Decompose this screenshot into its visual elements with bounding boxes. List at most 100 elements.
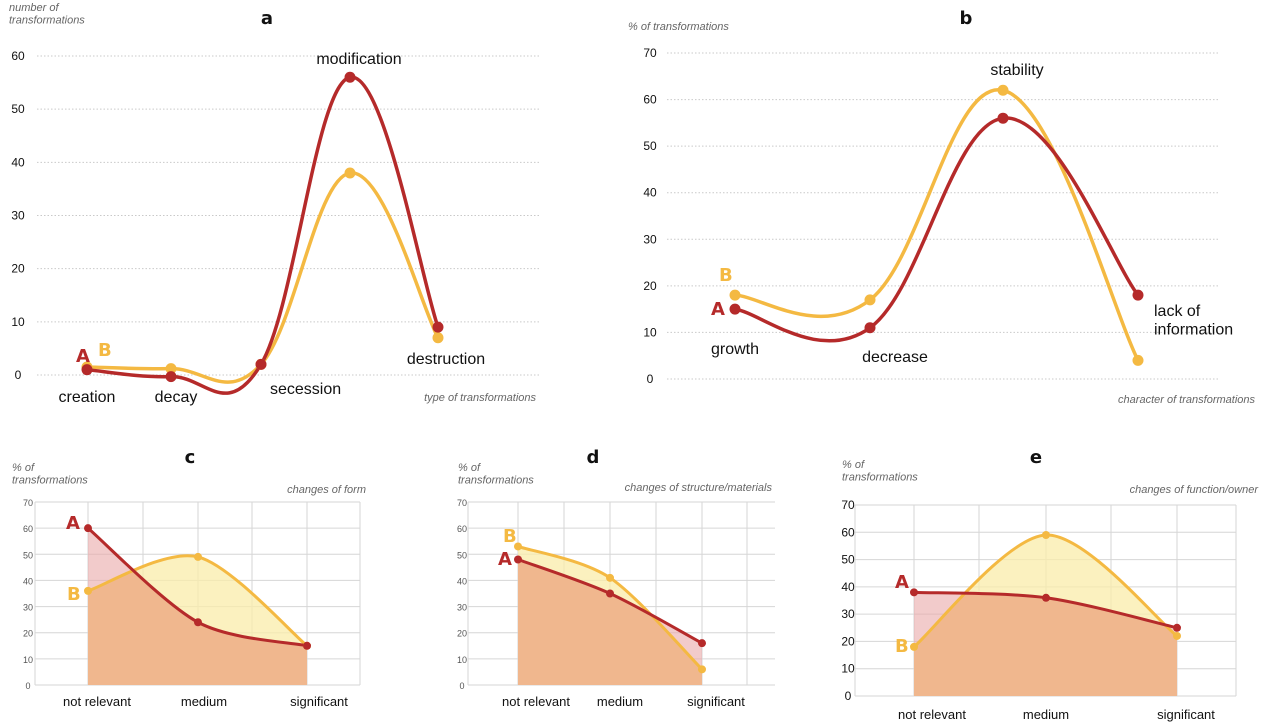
y-axis-label: % of transformations <box>628 21 729 33</box>
y-tick-label: 60 <box>643 93 657 107</box>
y-tick-label: 70 <box>23 498 33 508</box>
series-A-point <box>84 524 92 533</box>
y-tick-label: 60 <box>11 49 25 63</box>
y-tick-label: 40 <box>11 155 25 169</box>
series-B-point <box>910 642 918 651</box>
series-A-point <box>864 322 876 334</box>
overlap-area <box>914 592 1177 696</box>
y-tick-label: 70 <box>841 498 855 512</box>
x-axis-label: changes of structure/materials <box>625 482 773 494</box>
overlap-area <box>518 559 702 685</box>
y-axis-label: % of transformations <box>12 462 88 487</box>
chart-a: 0 10 20 30 40 50 60 a number of transformations ty… <box>9 2 540 406</box>
category-label: medium <box>181 694 227 709</box>
category-label: stability <box>990 62 1043 79</box>
series-A-point <box>1132 289 1144 301</box>
y-axis-label-line: number of <box>9 2 59 14</box>
y-axis-label-line: transformations <box>12 475 88 487</box>
chart-d: 0 10 20 30 40 50 60 70 d % of transformations chang… <box>457 447 775 709</box>
series-B-point <box>84 586 92 595</box>
series-A-line <box>86 75 440 395</box>
category-label: creation <box>59 389 116 406</box>
chart-title: b <box>960 8 973 29</box>
series-A-point <box>432 321 444 333</box>
series-A-label: A <box>498 549 512 570</box>
series-A-point <box>303 641 311 650</box>
series-A-line <box>734 116 1140 343</box>
y-tick-label: 20 <box>23 629 33 639</box>
y-tick-label: 0 <box>647 372 654 386</box>
chart-title: e <box>1030 447 1042 468</box>
series-A-point <box>344 71 356 83</box>
chart-c: 0 10 20 30 40 50 60 70 c % of transformations chang… <box>12 447 366 709</box>
series-B-point <box>1042 531 1050 540</box>
y-axis-label-line: % of <box>12 462 35 474</box>
y-tick-label: 0 <box>459 681 464 691</box>
y-tick-label: 50 <box>23 550 33 560</box>
y-tick-label: 40 <box>457 576 467 586</box>
series-A-label: A <box>895 572 909 593</box>
category-label: significant <box>1157 707 1215 722</box>
chart-title: c <box>185 447 196 468</box>
series-B-point <box>606 573 614 582</box>
series-B-line <box>734 88 1140 362</box>
series-B-label: B <box>67 584 81 605</box>
y-tick-label: 10 <box>643 325 657 339</box>
chart-e: 0 10 20 30 40 50 60 70 e % of transformations chang… <box>841 447 1259 722</box>
series-A-point <box>910 588 918 597</box>
series-B-point <box>165 363 177 375</box>
y-tick-label: 50 <box>841 553 855 567</box>
chart-b: 0 10 20 30 40 50 60 70 b % of transformations char… <box>628 8 1255 406</box>
series-B-line <box>86 171 440 384</box>
series-A-point <box>729 303 741 315</box>
y-tick-label: 40 <box>643 186 657 200</box>
y-tick-label: 10 <box>457 655 467 665</box>
x-axis-label: character of transformations <box>1118 394 1255 406</box>
y-tick-label: 70 <box>457 498 467 508</box>
x-axis-label: type of transformations <box>424 392 536 404</box>
series-A-point <box>698 639 706 648</box>
series-A-point <box>165 371 177 383</box>
y-tick-label: 20 <box>643 279 657 293</box>
y-tick-label: 50 <box>11 102 25 116</box>
category-label: not relevant <box>63 694 131 709</box>
series-A-label: A <box>76 346 90 367</box>
series-A-point <box>514 555 522 564</box>
series-B-point <box>1132 354 1144 366</box>
x-axis-label: changes of form <box>287 484 366 496</box>
y-tick-label: 30 <box>643 232 657 246</box>
category-label: modification <box>316 51 401 68</box>
y-axis-label-line: transformations <box>458 475 534 487</box>
series-B-point <box>698 665 706 674</box>
category-label: lack of information <box>1154 303 1233 338</box>
x-axis-label: changes of function/owner <box>1130 484 1260 496</box>
overlap-area <box>88 555 307 685</box>
category-label: medium <box>1023 707 1069 722</box>
y-axis-label: number of transformations <box>9 2 85 27</box>
y-axis-label-line: % of <box>458 462 481 474</box>
series-A-point <box>255 358 267 370</box>
series-B-label: B <box>503 526 517 547</box>
y-tick-label: 40 <box>23 576 33 586</box>
y-tick-label: 20 <box>457 629 467 639</box>
y-tick-label: 60 <box>841 525 855 539</box>
series-B-point <box>729 289 741 301</box>
category-label-line: information <box>1154 321 1233 338</box>
y-tick-label: 60 <box>457 524 467 534</box>
y-tick-label: 0 <box>15 368 22 382</box>
series-B-label: B <box>98 340 112 361</box>
series-A-label: A <box>711 299 725 320</box>
series-B-point <box>432 332 444 344</box>
series-B-point <box>997 84 1009 96</box>
series-A-point <box>1173 623 1181 632</box>
series-A-point <box>1042 593 1050 602</box>
series-B-point <box>1173 631 1181 640</box>
y-tick-label: 70 <box>643 46 657 60</box>
y-axis-label: % of transformations <box>458 462 534 487</box>
series-B-point <box>514 542 522 551</box>
category-label: not relevant <box>898 707 966 722</box>
y-tick-label: 30 <box>23 603 33 613</box>
y-axis-label-line: transformations <box>9 15 85 27</box>
y-tick-label: 40 <box>841 580 855 594</box>
